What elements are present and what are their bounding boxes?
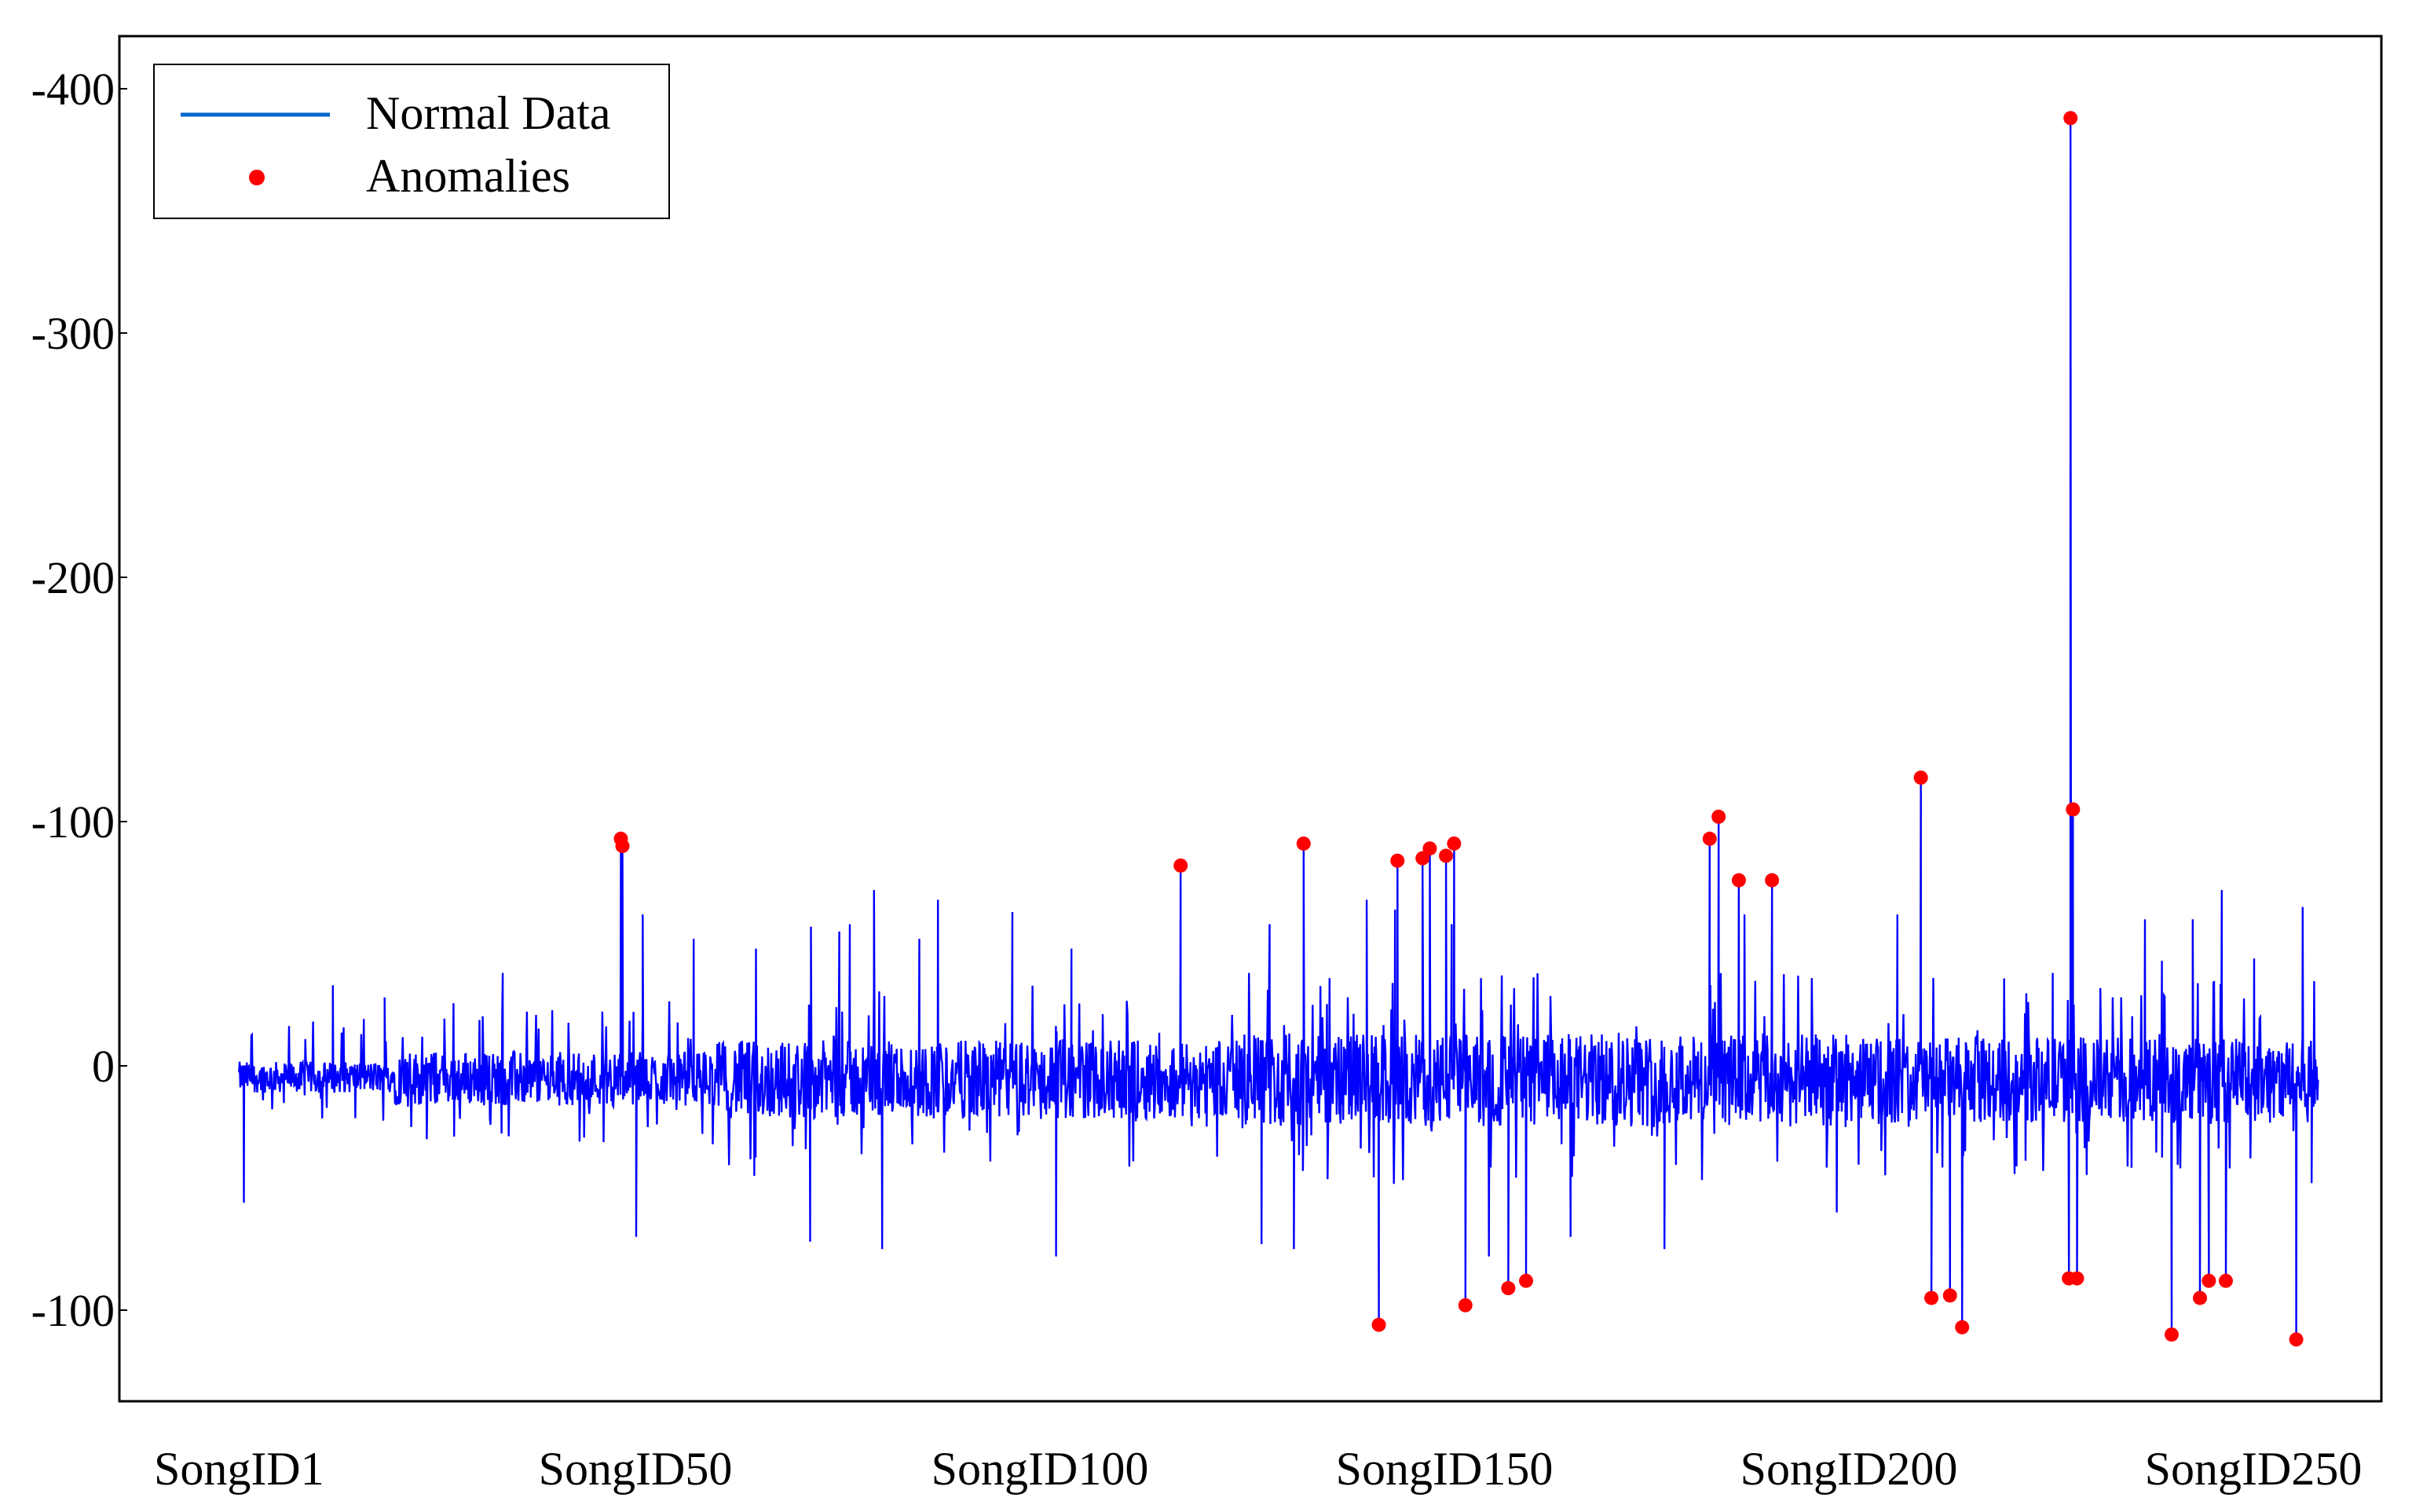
anomaly-point [1173, 858, 1188, 873]
y-axis: -400 -300 -200 -100 0 -100 [31, 64, 127, 1336]
anomaly-point [1924, 1291, 1939, 1305]
anomaly-point [2164, 1327, 2179, 1342]
anomaly-point [1731, 873, 1746, 888]
anomaly-point [1501, 1281, 1516, 1296]
anomaly-point [1942, 1288, 1957, 1303]
anomaly-point [2289, 1332, 2304, 1347]
anomaly-point [1296, 836, 1311, 851]
plot-frame [118, 35, 2383, 1403]
anomalies-series [613, 111, 2304, 1347]
anomaly-point [1439, 848, 1454, 863]
anomaly-point [1711, 809, 1726, 824]
anomaly-point [1702, 831, 1717, 846]
anomaly-point [2070, 1271, 2084, 1286]
normal-data-series [238, 118, 2319, 1340]
anomaly-point [2218, 1273, 2233, 1288]
legend: Normal Data Anomalies [153, 64, 670, 219]
anomaly-point [1415, 851, 1430, 866]
x-tick-label: SongID50 [539, 1443, 733, 1495]
anomaly-point [1422, 841, 1437, 856]
legend-label-normal-data: Normal Data [366, 87, 611, 139]
anomaly-point [1447, 836, 1462, 851]
y-tick-label: -400 [31, 64, 115, 115]
anomaly-point [2193, 1291, 2208, 1305]
x-tick-label: SongID1 [154, 1443, 324, 1495]
legend-dot-swatch [249, 170, 265, 185]
y-tick-label: 0 [92, 1041, 115, 1092]
y-tick-label: -100 [31, 1285, 115, 1336]
legend-label-anomalies: Anomalies [366, 150, 570, 202]
anomaly-point [1458, 1298, 1473, 1312]
anomaly-point [1913, 771, 1928, 785]
x-axis: SongID1 SongID50 SongID100 SongID150 SongID2… [154, 1443, 2362, 1495]
y-tick-label: -100 [31, 796, 115, 848]
anomaly-point [2063, 111, 2078, 126]
x-tick-label: SongID100 [932, 1443, 1149, 1495]
normal-data-line [238, 118, 2319, 1340]
legend-box [153, 64, 670, 219]
anomaly-point [1765, 873, 1780, 888]
anomaly-point [1955, 1320, 1970, 1334]
y-tick-label: -300 [31, 308, 115, 359]
anomaly-point [2066, 802, 2081, 817]
anomaly-point [1371, 1317, 1386, 1332]
x-tick-label: SongID200 [1740, 1443, 1958, 1495]
anomaly-point [1519, 1273, 1534, 1288]
y-tick-label: -200 [31, 552, 115, 603]
x-tick-label: SongID150 [1336, 1443, 1554, 1495]
anomaly-point [1390, 853, 1405, 868]
anomaly-point [2202, 1273, 2216, 1288]
x-tick-label: SongID250 [2145, 1443, 2363, 1495]
anomaly-point [615, 839, 630, 854]
